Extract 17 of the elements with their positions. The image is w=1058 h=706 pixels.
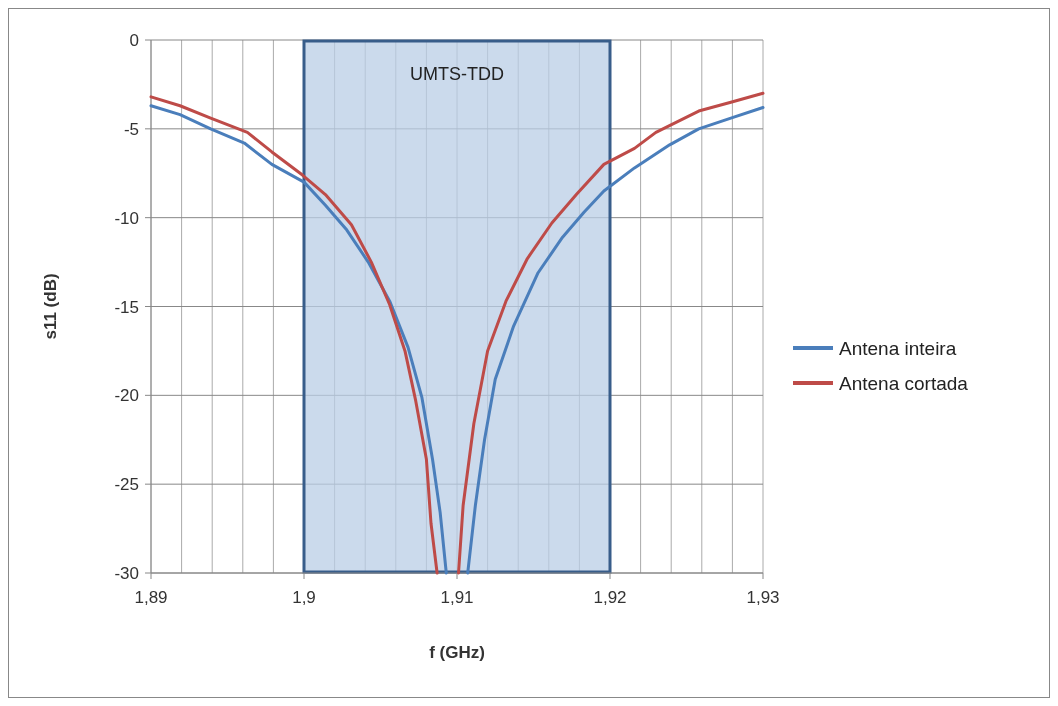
y-tick-label: -25 <box>114 475 139 495</box>
x-tick-label: 1,89 <box>134 588 168 607</box>
y-tick-label: -5 <box>123 119 139 139</box>
y-tick-label: -30 <box>114 564 139 583</box>
y-tick-label: -15 <box>114 297 139 317</box>
y-tick-label: 0 <box>129 31 139 50</box>
legend-label: Antena cortada <box>839 373 969 394</box>
y-tick-label: -20 <box>114 386 139 406</box>
x-axis-title: f (GHz) <box>429 643 485 662</box>
x-tick-label: 1,9 <box>292 588 316 607</box>
y-axis-title: s11 (dB) <box>41 273 60 340</box>
x-tick-label: 1,92 <box>593 588 627 607</box>
legend-label: Antena inteira <box>839 338 957 359</box>
x-tick-label: 1,93 <box>746 588 780 607</box>
x-tick-label: 1,91 <box>440 588 474 607</box>
y-tick-label: -10 <box>114 208 139 228</box>
band-label: UMTS-TDD <box>410 64 504 84</box>
